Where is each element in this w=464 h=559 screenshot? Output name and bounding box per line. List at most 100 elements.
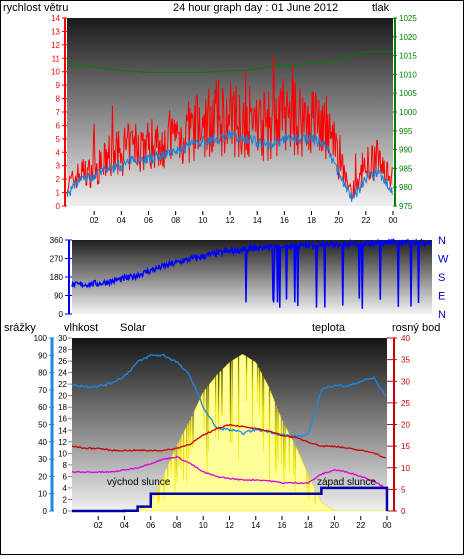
compass-label: E: [438, 291, 445, 303]
temperature-line: [71, 423, 386, 459]
chart-title: 24 hour graph day : 01 June 2012: [173, 2, 338, 14]
y-tick-label: 10: [401, 464, 410, 473]
rain-axis-title: srážky: [4, 322, 36, 334]
x-tick-label: 00: [383, 521, 392, 530]
y-tick-label: 2: [63, 495, 68, 504]
x-tick-label: 12: [226, 216, 235, 225]
y-tick-label: 5: [56, 135, 61, 144]
wind-axis-title: rychlost větru: [3, 2, 68, 14]
compass-label: N: [438, 235, 446, 247]
temperature-axis-title: teplota: [312, 322, 346, 334]
x-tick-label: 10: [199, 521, 208, 530]
y-tick-label: 1020: [399, 33, 417, 42]
y-tick-label: 20: [58, 392, 67, 401]
y-tick-label: 28: [58, 346, 67, 355]
y-tick-label: 985: [399, 164, 413, 173]
y-tick-label: 0: [63, 507, 68, 516]
x-tick-label: 22: [356, 521, 365, 530]
direction-series: [71, 237, 432, 309]
y-tick-label: 25: [401, 399, 410, 408]
y-tick-label: 1015: [399, 52, 417, 61]
compass-label: W: [438, 254, 449, 266]
y-tick-label: 12: [51, 41, 60, 50]
y-tick-label: 5: [401, 485, 406, 494]
y-tick-label: 90: [38, 351, 47, 360]
y-tick-label: 975: [399, 202, 413, 211]
x-tick-label: 06: [144, 216, 153, 225]
y-tick-label: 1: [56, 189, 61, 198]
y-tick-label: 6: [63, 472, 68, 481]
y-tick-label: 9: [56, 81, 61, 90]
x-tick-label: 18: [304, 521, 313, 530]
y-tick-label: 14: [58, 426, 67, 435]
humidity-line: [71, 353, 387, 439]
y-tick-label: 1010: [399, 70, 417, 79]
dewpoint-axis-title: rosný bod: [392, 322, 440, 334]
x-tick-label: 12: [225, 521, 234, 530]
x-tick-label: 14: [251, 521, 260, 530]
y-tick-label: 8: [56, 95, 61, 104]
y-tick-label: 980: [399, 183, 413, 192]
wind-speed-line: [66, 55, 393, 200]
y-tick-label: 30: [38, 455, 47, 464]
pressure-axis-ticks: 975 980 985 990 995 1000 1005 1010 1015 1020 1025: [393, 14, 417, 211]
x-tick-label: 16: [278, 521, 287, 530]
y-tick-label: 0: [59, 310, 64, 319]
direction-axis-ticks: 0 90 180 270 360: [50, 236, 72, 319]
x-tick-label: 10: [198, 216, 207, 225]
x-tick-label: 02: [94, 521, 103, 530]
y-tick-label: 4: [63, 484, 68, 493]
y-tick-label: 1025: [399, 14, 417, 23]
x-tick-label: 18: [307, 216, 316, 225]
y-tick-label: 16: [58, 415, 67, 424]
x-tick-label: 08: [171, 216, 180, 225]
x-tick-label: 16: [280, 216, 289, 225]
y-tick-label: 30: [58, 334, 67, 343]
x-tick-label: 04: [117, 216, 126, 225]
sunset-label: západ slunce: [317, 477, 376, 488]
y-tick-label: 100: [34, 334, 48, 343]
y-tick-label: 990: [399, 146, 413, 155]
y-tick-label: 1005: [399, 89, 417, 98]
y-tick-label: 8: [63, 461, 68, 470]
x-tick-label: 04: [120, 521, 129, 530]
humidity-axis-ticks: 0 10 20 30 40 50 60 70 80 90 100: [34, 334, 54, 516]
y-tick-label: 40: [38, 438, 47, 447]
y-tick-label: 3: [56, 162, 61, 171]
y-tick-label: 14: [51, 14, 60, 23]
y-tick-label: 0: [43, 507, 48, 516]
y-tick-label: 4: [56, 148, 61, 157]
compass-label: S: [438, 272, 445, 284]
y-tick-label: 2: [56, 175, 61, 184]
y-tick-label: 22: [58, 380, 67, 389]
y-tick-label: 80: [38, 369, 47, 378]
y-tick-label: 20: [401, 421, 410, 430]
x-tick-label: 08: [173, 521, 182, 530]
y-tick-label: 10: [58, 449, 67, 458]
y-tick-label: 24: [58, 369, 67, 378]
y-tick-label: 1000: [399, 108, 417, 117]
wind-direction-line: [71, 237, 432, 309]
weather-x-ticks: 02 04 06 08 10 12 14 16 18 20 22 00: [94, 516, 392, 530]
y-tick-label: 11: [52, 54, 61, 63]
y-tick-label: 35: [401, 356, 410, 365]
y-tick-label: 180: [50, 273, 64, 282]
y-tick-label: 7: [56, 108, 61, 117]
y-tick-label: 995: [399, 127, 413, 136]
x-tick-label: 06: [146, 521, 155, 530]
x-tick-label: 14: [253, 216, 262, 225]
x-tick-label: 22: [361, 216, 370, 225]
x-tick-label: 20: [330, 521, 339, 530]
temperature-axis-ticks: 0 5 10 15 20 25 30 35 40: [387, 334, 410, 516]
y-tick-label: 50: [38, 421, 47, 430]
dewpoint-line: [72, 455, 386, 490]
y-tick-label: 0: [401, 507, 406, 516]
y-tick-label: 60: [38, 403, 47, 412]
y-tick-label: 360: [50, 236, 64, 245]
solar-axis-title: Solar: [120, 322, 146, 334]
x-tick-label: 02: [90, 216, 99, 225]
